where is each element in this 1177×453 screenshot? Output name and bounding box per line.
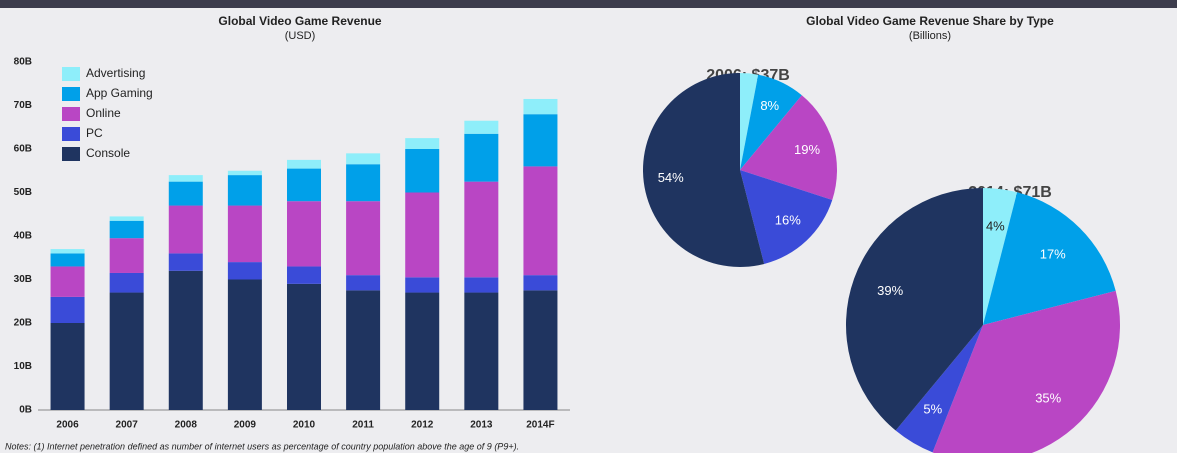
bar-segment — [464, 292, 499, 410]
bar-segment — [109, 220, 144, 239]
y-tick-label: 10B — [14, 361, 32, 372]
bar-segment — [405, 138, 440, 149]
bar-segment — [346, 290, 381, 410]
bar-segment — [464, 277, 499, 293]
pie-slice — [643, 73, 765, 268]
slice-label: 39% — [877, 283, 903, 298]
bar-segment — [405, 192, 440, 278]
x-tick-label: 2012 — [411, 420, 434, 431]
y-tick-label: 80B — [14, 57, 32, 68]
pie-slice — [983, 188, 1018, 325]
bar-segment — [287, 168, 321, 202]
x-tick-label: 2010 — [293, 420, 316, 431]
bar-segment — [227, 175, 262, 206]
bar-segment — [405, 292, 440, 410]
y-tick-label: 70B — [14, 100, 32, 111]
bar-segment — [227, 262, 262, 280]
slice-label: 19% — [794, 142, 820, 157]
bar-segment — [168, 181, 203, 206]
y-tick-label: 20B — [14, 318, 32, 329]
bar-segment — [227, 170, 262, 176]
x-tick-label: 2007 — [116, 420, 139, 431]
bar-segment — [523, 98, 558, 115]
pie-slice — [983, 192, 1116, 325]
bar-segment — [168, 205, 203, 254]
legend-swatch — [62, 67, 80, 81]
slice-label: 4% — [986, 219, 1005, 234]
pie-slice — [740, 74, 802, 170]
panel-subtitle: (Billions) — [909, 30, 951, 42]
bar-segment — [523, 290, 558, 410]
pie-slice — [932, 290, 1120, 453]
bar-segment — [50, 253, 85, 267]
bar-segment — [50, 266, 85, 297]
bar-segment — [50, 249, 85, 254]
bar-segment — [464, 120, 499, 134]
x-tick-label: 2011 — [352, 420, 374, 431]
bar-segment — [109, 238, 144, 273]
x-tick-label: 2014F — [526, 420, 554, 431]
bar-segment — [523, 166, 558, 276]
bar-segment — [464, 181, 499, 278]
bar-segment — [168, 270, 203, 410]
bar-segment — [50, 296, 85, 323]
top-bar — [0, 0, 1177, 8]
legend-label: Console — [86, 146, 130, 160]
pie-slice — [740, 73, 759, 170]
bar-segment — [346, 164, 381, 202]
bar-segment — [405, 277, 440, 293]
pie-slice — [740, 170, 833, 264]
bar-segment — [287, 266, 321, 284]
legend-swatch — [62, 107, 80, 121]
bar-segment — [464, 133, 499, 182]
slice-label: 16% — [775, 212, 801, 227]
bar-segment — [405, 149, 440, 193]
legend-label: Online — [86, 106, 121, 120]
bar-segment — [523, 114, 558, 167]
y-tick-label: 0B — [19, 405, 32, 416]
bar-segment — [109, 272, 144, 293]
chart-subtitle: (USD) — [285, 30, 316, 42]
slice-label: 8% — [760, 98, 779, 113]
bar-segment — [287, 283, 321, 410]
legend-label: PC — [86, 126, 103, 140]
bar-segment — [287, 201, 321, 267]
slice-label: 5% — [923, 401, 942, 416]
legend-swatch — [62, 147, 80, 161]
bar-segment — [227, 205, 262, 263]
legend-swatch — [62, 127, 80, 141]
bar-segment — [523, 275, 558, 291]
bar-segment — [50, 323, 85, 410]
x-tick-label: 2009 — [234, 420, 257, 431]
legend-label: App Gaming — [86, 86, 153, 100]
bar-segment — [168, 253, 203, 271]
bar-segment — [287, 159, 321, 169]
pie-slice — [740, 95, 837, 200]
bar-segment — [109, 292, 144, 410]
slice-label: 54% — [658, 170, 684, 185]
bar-segment — [109, 216, 144, 221]
x-tick-label: 2006 — [56, 420, 79, 431]
legend-label: Advertising — [86, 66, 145, 80]
chart-title: Global Video Game Revenue — [218, 14, 381, 28]
notes: Notes: (1) Internet penetration defined … — [5, 441, 519, 451]
pie-slice — [845, 188, 983, 431]
panel-title: Global Video Game Revenue Share by Type — [806, 14, 1054, 28]
bar-segment — [227, 279, 262, 410]
bar-segment — [346, 275, 381, 291]
y-tick-label: 40B — [14, 231, 32, 242]
y-tick-label: 60B — [14, 144, 32, 155]
x-tick-label: 2008 — [175, 420, 198, 431]
slice-label: 17% — [1040, 247, 1066, 262]
bar-segment — [346, 153, 381, 165]
y-tick-label: 30B — [14, 274, 32, 285]
pie-slice — [895, 325, 983, 453]
bar-segment — [168, 175, 203, 182]
slice-label: 35% — [1035, 390, 1061, 405]
bar-segment — [346, 201, 381, 276]
legend-swatch — [62, 87, 80, 101]
y-tick-label: 50B — [14, 187, 32, 198]
x-tick-label: 2013 — [470, 420, 493, 431]
